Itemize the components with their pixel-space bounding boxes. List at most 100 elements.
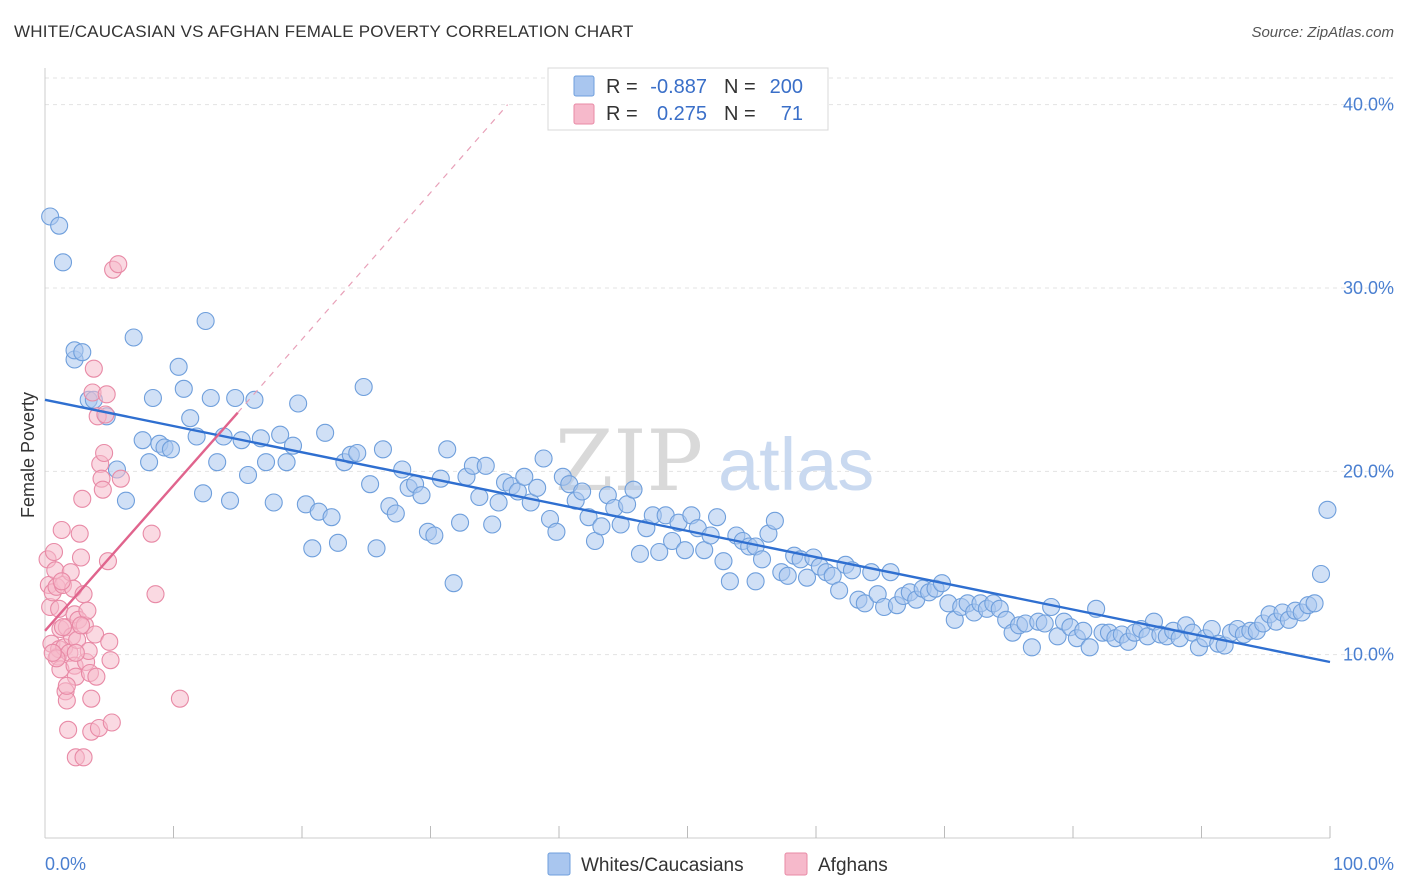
point-afghans (146, 585, 165, 604)
point-whites (354, 377, 373, 397)
point-afghans (170, 689, 189, 708)
point-whites (181, 409, 200, 428)
point-whites (373, 440, 393, 459)
legend-r-label-1: R = (606, 76, 638, 98)
point-whites (245, 390, 264, 409)
point-afghans (52, 520, 71, 540)
point-whites (124, 328, 143, 347)
point-whites (624, 480, 643, 499)
point-whites (708, 508, 727, 527)
point-whites (534, 449, 553, 468)
point-whites (194, 484, 213, 503)
point-whites (1318, 500, 1337, 519)
legend-swatch-whites (573, 75, 595, 97)
point-whites (425, 526, 444, 545)
bottom-legend-swatch-whites (547, 852, 571, 876)
point-afghans (70, 524, 89, 543)
legend-n-label-1: N = (724, 76, 756, 98)
point-whites (451, 513, 470, 532)
point-whites (73, 343, 92, 362)
point-whites (855, 594, 874, 613)
point-whites (650, 542, 669, 562)
point-whites (1080, 638, 1099, 657)
y-tick-label: 20.0% (1343, 461, 1394, 481)
point-whites (765, 511, 784, 530)
y-tick-label: 10.0% (1343, 645, 1394, 665)
point-afghans (97, 385, 116, 404)
point-whites (1311, 564, 1331, 584)
point-whites (476, 456, 495, 475)
point-afghans (95, 443, 114, 463)
point-whites (752, 550, 772, 569)
y-tick-label: 30.0% (1343, 278, 1394, 298)
point-afghans (100, 632, 119, 651)
point-afghans (59, 720, 78, 739)
point-whites (303, 539, 322, 558)
y-axis-label: Female Poverty (18, 392, 38, 518)
point-whites (444, 574, 463, 593)
point-afghans (102, 713, 121, 732)
point-whites (720, 572, 739, 591)
point-whites (220, 491, 240, 510)
legend-r-value-1: -0.887 (650, 76, 707, 98)
point-whites (367, 539, 386, 558)
chart-title: WHITE/CAUCASIAN VS AFGHAN FEMALE POVERTY… (14, 22, 634, 41)
point-whites (412, 486, 431, 505)
point-whites (348, 443, 367, 463)
trend-line-afghans-extension (237, 104, 509, 414)
point-whites (663, 531, 682, 551)
point-whites (797, 568, 817, 587)
point-whites (746, 572, 765, 591)
point-whites (386, 504, 405, 523)
point-afghans (71, 616, 91, 635)
legend-r-label-2: R = (606, 103, 638, 125)
point-whites (256, 453, 276, 472)
point-whites (489, 493, 508, 512)
point-whites (53, 253, 73, 272)
point-whites (116, 491, 136, 510)
trend-line-whites (44, 398, 1331, 664)
point-whites (322, 508, 341, 527)
x-ticks (173, 826, 1331, 838)
point-afghans (101, 651, 120, 670)
legend-swatch-afghans (573, 103, 595, 125)
legend-r-value-2: 0.275 (657, 103, 707, 125)
point-whites (438, 440, 457, 459)
point-afghans (53, 618, 73, 637)
source-label: Source: ZipAtlas.com (1251, 24, 1394, 41)
point-whites (238, 465, 258, 485)
point-whites (361, 475, 380, 494)
point-whites (547, 522, 566, 541)
point-whites (289, 394, 308, 413)
y-tick-labels: 10.0% 20.0% 30.0% 40.0% (1343, 95, 1394, 665)
point-afghans (109, 255, 128, 274)
point-afghans (57, 676, 76, 695)
point-whites (277, 453, 296, 472)
point-whites (470, 487, 489, 507)
bottom-legend-label-whites: Whites/Caucasians (581, 855, 744, 876)
point-whites (611, 515, 630, 534)
legend-box (547, 67, 829, 131)
legend-n-value-2: 71 (781, 103, 803, 125)
point-afghans (93, 480, 112, 499)
point-whites (264, 493, 283, 512)
point-whites (50, 216, 69, 235)
bottom-legend-swatch-afghans (784, 852, 808, 876)
bottom-legend-label-afghans: Afghans (818, 855, 888, 876)
point-whites (328, 533, 348, 552)
point-whites (196, 311, 215, 331)
point-whites (133, 431, 152, 450)
point-whites (161, 440, 180, 459)
point-whites (778, 566, 797, 585)
point-afghans (71, 548, 91, 567)
watermark-atlas: atlas (718, 423, 874, 506)
bottom-legend: Whites/Caucasians Afghans (547, 852, 888, 876)
point-whites (1035, 614, 1054, 633)
point-afghans (84, 359, 103, 378)
point-whites (393, 460, 412, 479)
legend-n-value-1: 200 (770, 76, 803, 98)
point-afghans (44, 542, 64, 562)
point-whites (573, 482, 592, 501)
x-tick-label-max: 100.0% (1333, 854, 1394, 874)
point-whites (1022, 638, 1041, 657)
